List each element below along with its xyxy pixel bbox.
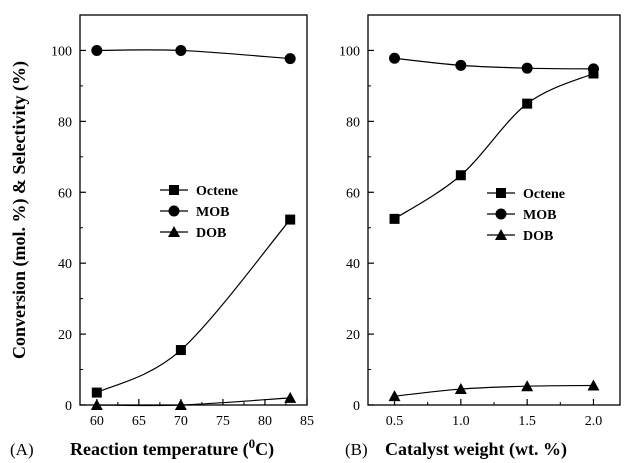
panel-b-dob-point — [587, 379, 600, 391]
panel-b-legend-octene-marker — [496, 188, 506, 198]
panel-a-legend-dob-label: DOB — [196, 226, 226, 241]
panel-b-dob-point — [388, 390, 401, 402]
panel-b-dob-point — [454, 383, 467, 395]
panel-a-x-axis-title-sup: 0 — [249, 436, 256, 451]
panel-b-plot-frame — [367, 14, 621, 406]
panel-a-x-tick-label: 65 — [132, 414, 146, 429]
panel-b-mob-point — [455, 59, 467, 71]
panel-b-mob-point — [587, 63, 599, 75]
panel-a-x-axis-title-end: C) — [255, 439, 274, 460]
panel-b-y-tick-label: 0 — [353, 399, 360, 414]
panel-a-series-octene-line — [96, 219, 291, 394]
panel-a-x-tick-label: 85 — [300, 414, 314, 429]
panel-a-legend-octene-marker — [169, 185, 179, 195]
panel-a-series-mob-line — [96, 49, 291, 60]
panel-b-mob-point — [389, 52, 401, 64]
panel-a-x-tick-label: 60 — [90, 414, 104, 429]
panel-b-octene-point — [455, 170, 466, 181]
panel-b-legend-mob-label: MOB — [523, 208, 556, 223]
panel-b-x-tick-label: 0.5 — [386, 414, 404, 429]
panel-b-y-tick-label: 20 — [346, 328, 360, 343]
panel-a-legend-octene-label: Octene — [196, 184, 238, 199]
panel-a-plot-frame — [79, 14, 308, 406]
panel-a-legend-mob-label: MOB — [196, 205, 229, 220]
panel-a-x-tick-label: 75 — [216, 414, 230, 429]
panel-b-mob-point — [521, 62, 533, 74]
panel-a-x-axis-title: Reaction temperature (0C) — [70, 436, 274, 460]
panel-a-dob-point — [174, 399, 187, 410]
panel-a-chart: 60 65 70 75 80 85 0 20 40 60 80 100 Octene MOB DOB — [51, 14, 314, 429]
panel-a-y-tick-label: 20 — [58, 328, 72, 343]
panel-b-chart: 0.5 1.0 1.5 2.0 0 20 40 60 80 100 Octene MOB DOB — [339, 14, 621, 429]
panel-b-series-octene-line — [394, 72, 594, 220]
panel-a-y-tick-label: 40 — [58, 257, 72, 272]
panel-b-y-tick-label: 60 — [346, 186, 360, 201]
panel-a-octene-point — [91, 387, 102, 398]
panel-a-mob-point — [175, 44, 187, 56]
panel-b-y-tick-label: 40 — [346, 257, 360, 272]
panel-a-y-tick-label: 60 — [58, 186, 72, 201]
panel-a-y-tick-label: 80 — [58, 115, 72, 130]
panel-a-legend-dob-marker — [168, 226, 180, 237]
panel-a-mob-point — [284, 53, 296, 65]
panel-b-x-tick-label: 1.5 — [518, 414, 536, 429]
panel-a-x-tick-label: 80 — [258, 414, 272, 429]
panel-a-y-tick-label: 0 — [65, 399, 72, 414]
panel-a-tag: (A) — [10, 440, 34, 459]
panel-b-y-tick-label: 80 — [346, 115, 360, 130]
panel-b-tag: (B) — [345, 440, 368, 459]
panel-a-mob-point — [91, 44, 103, 56]
panel-b-x-tick-label: 2.0 — [585, 414, 603, 429]
y-axis-title: Conversion (mol. %) & Selectivity (%) — [9, 61, 30, 359]
panel-a-octene-point — [285, 214, 296, 225]
panel-a-octene-point — [175, 345, 186, 356]
panel-a-legend-mob-marker — [168, 205, 180, 217]
panel-a-x-axis-title-main: Reaction temperature ( — [70, 439, 249, 460]
panel-b-legend-dob-marker — [495, 229, 507, 240]
panel-b-series-mob-line — [394, 57, 594, 70]
panel-b-y-tick-label: 100 — [339, 44, 360, 59]
panel-b-octene-point — [522, 98, 533, 109]
panel-b-octene-point — [389, 213, 400, 224]
panel-b-legend-dob-label: DOB — [523, 229, 553, 244]
panel-b-legend-mob-marker — [495, 208, 507, 220]
panel-a-y-tick-label: 100 — [51, 44, 72, 59]
panel-a-dob-point — [90, 399, 103, 410]
panel-b-x-axis-title: Catalyst weight (wt. %) — [385, 439, 567, 460]
panel-b-x-tick-label: 1.0 — [452, 414, 470, 429]
panel-b-dob-point — [521, 380, 534, 392]
panel-a-dob-point — [284, 391, 297, 403]
panel-a-x-tick-label: 70 — [174, 414, 188, 429]
panel-b-legend-octene-label: Octene — [523, 187, 565, 202]
panel-b-series-dob-line — [394, 384, 594, 397]
